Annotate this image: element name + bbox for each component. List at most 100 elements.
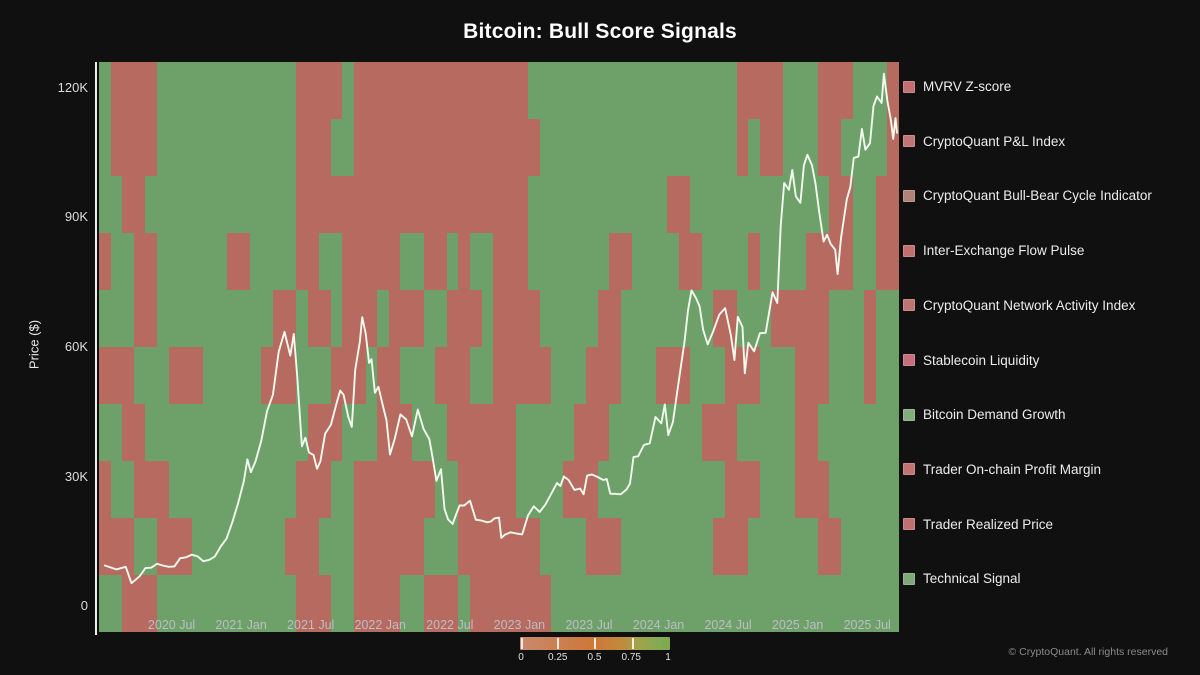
x-tick-label: 2021 Jan — [215, 618, 267, 632]
colorbar-tick — [556, 638, 559, 649]
heatmap-cell — [388, 290, 425, 348]
x-tick-label: 2023 Jan — [493, 618, 546, 632]
heatmap-cell — [168, 347, 204, 405]
heatmap-cell — [133, 233, 158, 291]
legend-swatch-icon — [903, 408, 915, 421]
heatmap-cell — [551, 347, 587, 405]
heatmap-cell — [330, 290, 343, 348]
heatmap-cell — [516, 404, 575, 462]
heatmap-cell — [423, 290, 448, 348]
heatmap-cell — [272, 290, 297, 348]
y-tick-label: 60K — [64, 339, 88, 354]
heatmap-cell — [203, 347, 262, 405]
legend-item-8: Trader Realized Price — [903, 517, 1053, 532]
heatmap-cell — [296, 62, 343, 120]
legend-label: CryptoQuant P&L Index — [923, 133, 1066, 149]
heatmap-cell — [690, 176, 830, 234]
heatmap-cell — [156, 290, 274, 348]
x-tick-label: 2022 Jul — [426, 618, 474, 632]
heatmap-cell — [585, 518, 622, 576]
colorbar-tick — [631, 638, 634, 649]
signal-legend: MVRV Z-score CryptoQuant P&L Index CryptoQ… — [903, 0, 1193, 675]
heatmap-cell — [725, 461, 761, 519]
colorbar-label: 1 — [665, 652, 671, 663]
heatmap-cell — [423, 575, 459, 632]
legend-swatch-icon — [903, 135, 915, 148]
heatmap-cell — [887, 119, 899, 177]
heatmap-cell — [574, 404, 610, 462]
heatmap-cell — [829, 176, 854, 234]
heatmap-cell — [249, 233, 297, 291]
heatmap-cell — [597, 290, 622, 348]
x-tick-label: 2024 Jan — [632, 618, 685, 632]
heatmap-cell — [423, 518, 459, 576]
legend-swatch-icon — [903, 572, 915, 585]
heatmap-cell — [748, 518, 819, 576]
heatmap-cell — [354, 518, 425, 576]
heatmap-cell — [759, 347, 796, 405]
heatmap-cell — [122, 575, 158, 632]
heatmap-cell — [875, 233, 899, 291]
heatmap-cell — [296, 233, 320, 291]
heatmap-cell — [609, 404, 703, 462]
heatmap-cell — [736, 404, 796, 462]
heatmap-cell — [759, 119, 784, 177]
legend-item-9: Technical Signal — [903, 571, 1021, 586]
heatmap-cell — [110, 461, 135, 519]
heatmap-cell — [725, 347, 761, 405]
legend-label: MVRV Z-score — [923, 79, 1012, 94]
heatmap-cell — [133, 347, 170, 405]
heatmap-cell — [539, 518, 587, 576]
legend-item-6: Bitcoin Demand Growth — [903, 407, 1066, 422]
heatmap-cell — [736, 62, 784, 120]
heatmap-cell — [585, 347, 622, 405]
x-tick-label: 2020 Jul — [147, 618, 196, 632]
heatmap-cell — [400, 233, 425, 291]
heatmap-cell — [354, 62, 529, 120]
heatmap-cell — [527, 233, 610, 291]
heatmap-cell — [620, 518, 714, 576]
heatmap-cell — [412, 404, 448, 462]
heatmap-cell — [759, 233, 807, 291]
legend-label: Trader Realized Price — [923, 516, 1054, 532]
legend-label: Bitcoin Demand Growth — [923, 407, 1066, 423]
heatmap-cell — [748, 233, 761, 291]
heatmap-cell — [527, 62, 738, 120]
heatmap-cell — [122, 176, 146, 234]
heatmap-cell — [296, 119, 332, 177]
heatmap-cell — [875, 347, 899, 405]
colorbar-label: 0.25 — [548, 652, 568, 663]
heatmap-cell — [156, 119, 297, 177]
heatmap-cell — [817, 404, 899, 462]
heatmap-cell — [527, 176, 668, 234]
heatmap-cell — [296, 575, 332, 632]
heatmap-cell — [470, 575, 552, 632]
heatmap-cell — [99, 62, 112, 120]
heatmap-cell — [539, 119, 738, 177]
legend-item-1: CryptoQuant P&L Index — [903, 134, 1065, 149]
legend-label: Inter-Exchange Flow Pulse — [923, 243, 1085, 259]
heatmap-cell — [852, 176, 877, 234]
heatmap-cell — [377, 404, 413, 462]
heatmap-cell — [470, 233, 494, 291]
heatmap-cell — [470, 347, 494, 405]
heatmap-cell — [864, 290, 877, 348]
heatmap-cell — [99, 461, 112, 519]
heatmap-cell — [319, 518, 355, 576]
heatmap-cell — [458, 575, 471, 632]
heatmap-cell — [864, 347, 877, 405]
heatmap-cell — [168, 461, 297, 519]
heatmap-cell — [342, 62, 355, 120]
heatmap-cell — [829, 347, 865, 405]
heatmap-cell — [99, 347, 135, 405]
legend-item-2: CryptoQuant Bull-Bear Cycle Indicator — [903, 188, 1152, 203]
heatmap-cell — [145, 176, 297, 234]
heatmap-cell — [516, 461, 564, 519]
heatmap-cell — [99, 404, 123, 462]
heatmap-cell — [759, 461, 796, 519]
heatmap-cell — [852, 233, 877, 291]
y-tick-label: 90K — [64, 209, 88, 225]
heatmap-cell — [122, 404, 146, 462]
x-tick-label: 2021 Jul — [287, 618, 335, 632]
